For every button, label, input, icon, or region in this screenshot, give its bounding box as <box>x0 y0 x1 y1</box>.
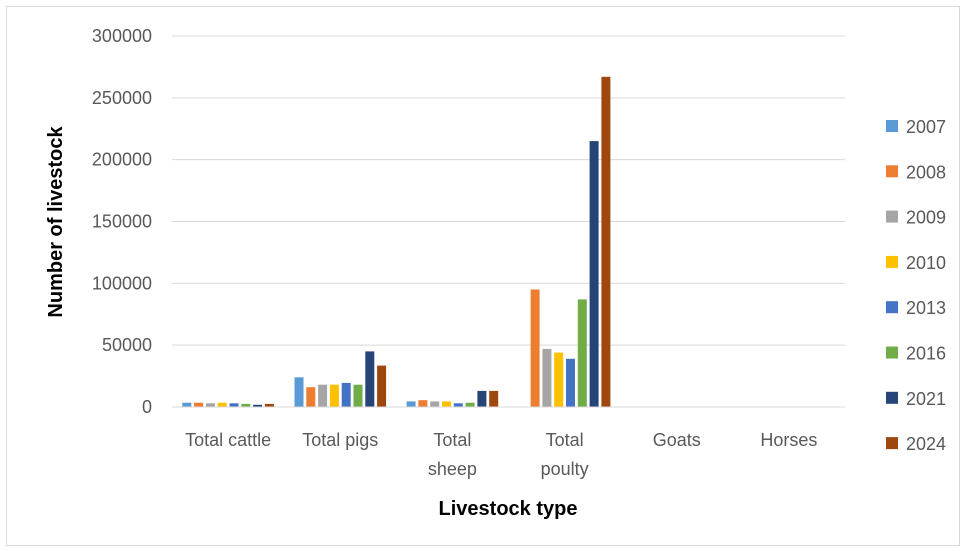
legend-swatch <box>886 120 898 132</box>
bar-2009 <box>318 384 328 407</box>
legend-swatch <box>886 165 898 178</box>
bar-2007 <box>406 401 416 407</box>
x-tick-label: Total <box>546 430 584 450</box>
y-tick-label: 200000 <box>92 150 152 170</box>
x-tick-label: Total cattle <box>185 430 271 450</box>
bar-2010 <box>554 352 564 407</box>
legend-swatch <box>886 255 898 268</box>
x-axis-title: Livestock type <box>439 498 578 520</box>
x-axis-ticks: Total cattle Total pigs Total sheep Total pou… <box>185 430 817 479</box>
y-tick-label: 100000 <box>92 273 152 293</box>
bar-2024 <box>264 403 274 407</box>
bar-2008 <box>194 402 204 407</box>
bar-2013 <box>566 358 575 407</box>
bar-2016 <box>465 402 475 407</box>
bar-2009 <box>205 403 215 407</box>
y-tick-label: 300000 <box>92 26 152 46</box>
legend: 2007 2008 2009 2010 2013 2016 2021 2024 <box>886 117 946 454</box>
bar-2008 <box>418 400 428 407</box>
bar-2016 <box>241 403 251 407</box>
bar-2009 <box>430 401 440 407</box>
bar-2021 <box>253 404 263 407</box>
y-tick-label: 50000 <box>102 335 152 355</box>
chart-frame <box>6 6 960 546</box>
legend-label: 2024 <box>906 434 946 454</box>
bar-2010 <box>329 384 339 407</box>
bar-2016 <box>577 299 587 407</box>
y-axis-ticks: 0 50000 100000 150000 200000 250000 300000 <box>92 26 152 417</box>
bar-2021 <box>365 351 375 407</box>
x-tick-label: Total <box>433 430 471 450</box>
bar-2007 <box>294 377 304 407</box>
legend-swatch <box>886 301 898 314</box>
x-tick-label: poulty <box>541 459 589 479</box>
bar-2013 <box>453 403 463 407</box>
bar-2024 <box>377 365 387 407</box>
bar-2007 <box>182 402 192 407</box>
legend-label: 2009 <box>906 208 946 228</box>
legend-label: 2021 <box>906 389 946 409</box>
bars <box>182 76 611 408</box>
y-axis-title: Number of livestock <box>45 126 67 318</box>
bar-2024 <box>489 390 499 407</box>
y-tick-label: 150000 <box>92 212 152 232</box>
legend-swatch <box>886 391 898 404</box>
x-tick-label: Horses <box>760 430 817 450</box>
bar-2016 <box>353 384 363 407</box>
legend-label: 2008 <box>906 162 946 182</box>
x-tick-label: Total pigs <box>302 430 378 450</box>
legend-swatch <box>886 437 898 450</box>
bar-2010 <box>217 402 227 407</box>
bar-2021 <box>589 141 599 407</box>
bar-2024 <box>601 76 611 408</box>
bar-2008 <box>306 387 316 407</box>
bar-2009 <box>542 348 552 407</box>
bar-2021 <box>477 390 487 407</box>
bar-2010 <box>442 401 451 407</box>
legend-label: 2010 <box>906 253 946 273</box>
x-tick-label: sheep <box>428 459 477 479</box>
bar-2008 <box>530 289 540 407</box>
legend-swatch <box>886 210 898 223</box>
legend-label: 2007 <box>906 117 946 137</box>
x-tick-label: Goats <box>653 430 701 450</box>
bar-2013 <box>229 403 239 407</box>
legend-label: 2013 <box>906 298 946 318</box>
y-tick-label: 250000 <box>92 88 152 108</box>
legend-label: 2016 <box>906 344 946 364</box>
y-tick-label: 0 <box>142 397 152 417</box>
gridlines <box>172 35 845 346</box>
bar-2013 <box>341 382 351 407</box>
legend-swatch <box>886 346 898 359</box>
